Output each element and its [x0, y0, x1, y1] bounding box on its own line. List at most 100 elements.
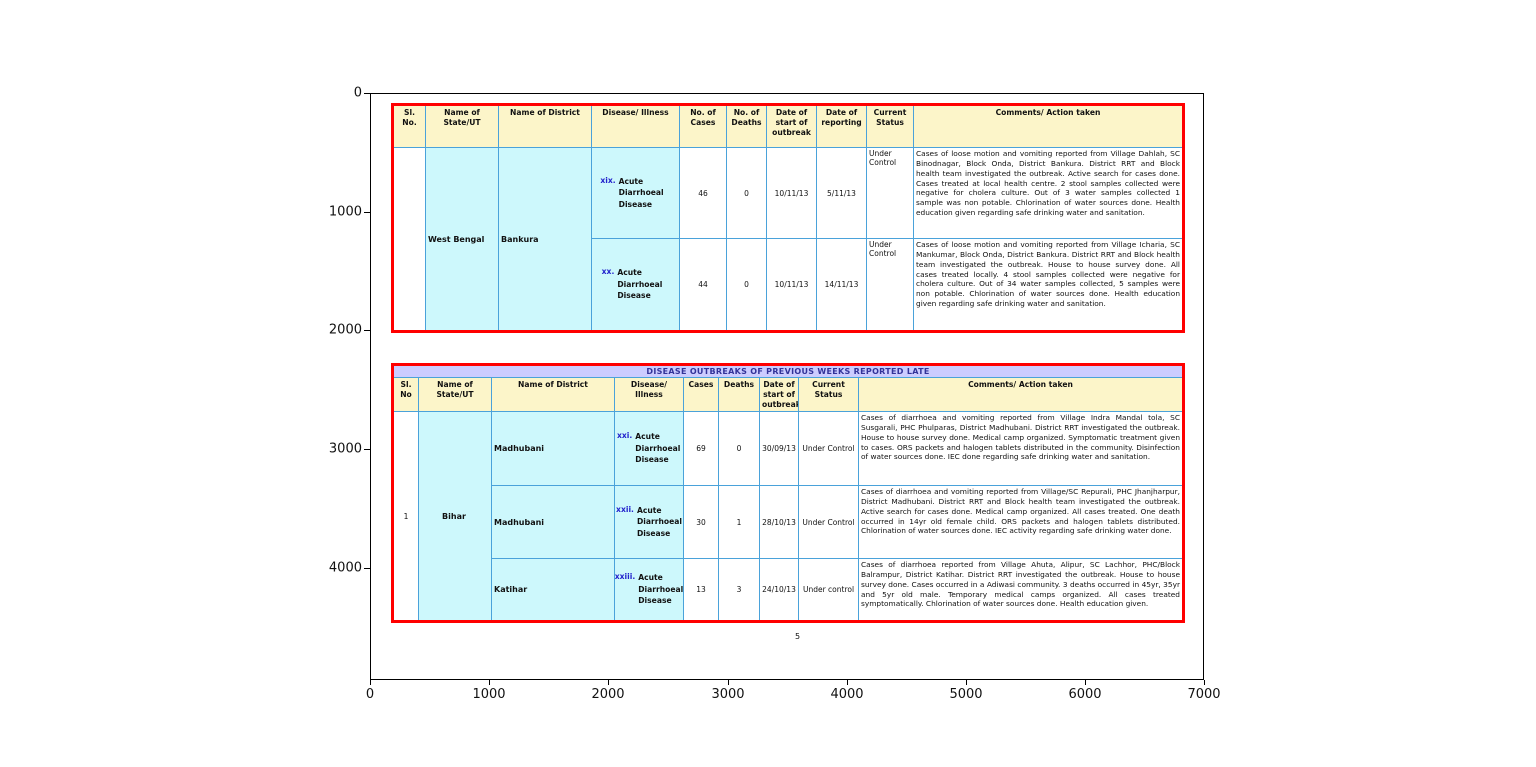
col-header-state: Name of State/UT	[425, 104, 499, 148]
col-header-district: Name of District	[491, 377, 615, 412]
outbreak-table-previous-weeks: DISEASE OUTBREAKS OF PREVIOUS WEEKS REPO…	[391, 363, 1185, 623]
x-tick-mark	[728, 680, 729, 685]
cell-disease: xxii. Acute Diarrhoeal Disease	[614, 485, 684, 559]
cell-deaths: 0	[718, 411, 760, 486]
table-row: 1 Bihar Madhubani xxi. Acute Diarrhoeal …	[392, 411, 1184, 622]
cell-deaths: 0	[726, 147, 767, 239]
y-tick-mark	[364, 212, 370, 213]
col-header-cases: No. of Cases	[679, 104, 727, 148]
disease-name: Acute Diarrhoeal Disease	[636, 505, 682, 538]
cell-deaths: 1	[718, 485, 760, 559]
cell-comments: Cases of diarrhoea and vomiting reported…	[858, 411, 1184, 486]
col-header-date-reporting: Date of reporting	[816, 104, 867, 148]
cell-date-start: 28/10/13	[759, 485, 799, 559]
table-row: Katihar xxiii. Acute Diarrhoeal Disease …	[393, 558, 1184, 622]
x-tick-label: 6000	[1068, 687, 1102, 702]
y-tick-label: 3000	[328, 441, 362, 457]
disease-list-numeral: xx.	[601, 267, 615, 277]
x-tick-label: 1000	[472, 687, 506, 702]
cell-disease: xxi. Acute Diarrhoeal Disease	[614, 411, 684, 486]
x-tick-mark	[1085, 680, 1086, 685]
cell-disease: xix. Acute Diarrhoeal Disease	[591, 147, 680, 239]
y-tick-label: 2000	[328, 322, 362, 338]
cell-cases: 69	[683, 411, 719, 486]
disease-list-numeral: xxii.	[616, 504, 634, 514]
cell-status: Under Control	[866, 238, 914, 332]
x-tick-mark	[966, 680, 967, 685]
cell-district: Madhubani	[491, 411, 615, 486]
col-header-disease: Disease/ Illness	[591, 104, 680, 148]
col-header-comments: Comments/ Action taken	[913, 104, 1184, 148]
table-row: West Bengal Bankura xix. Acute Diarrhoea…	[392, 147, 1184, 332]
y-tick-label: 4000	[328, 560, 362, 576]
x-tick-mark	[489, 680, 490, 685]
cell-date-start: 24/10/13	[759, 558, 799, 622]
table-row: xx. Acute Diarrhoeal Disease 44 0 10/11/…	[393, 238, 1184, 332]
cell-sl-no: 1	[392, 411, 419, 622]
y-tick-mark	[364, 330, 370, 331]
table-band-row: DISEASE OUTBREAKS OF PREVIOUS WEEKS REPO…	[392, 364, 1184, 378]
disease-name: Acute Diarrhoeal Disease	[635, 432, 681, 465]
col-header-disease: Disease/ Illness	[614, 377, 684, 412]
x-tick-label: 0	[365, 687, 375, 702]
col-header-deaths: No. of Deaths	[726, 104, 767, 148]
cell-date-start: 10/11/13	[766, 147, 817, 239]
col-header-sl-no: Sl. No.	[392, 104, 426, 148]
col-header-status: Current Status	[866, 104, 914, 148]
cell-date-start: 30/09/13	[759, 411, 799, 486]
cell-comments: Cases of loose motion and vomiting repor…	[913, 238, 1184, 332]
cell-district: Katihar	[491, 558, 615, 622]
y-tick-label: 1000	[328, 204, 362, 220]
cell-state: West Bengal	[425, 147, 499, 332]
cell-date-reporting: 14/11/13	[816, 238, 867, 332]
cell-status: Under control	[798, 558, 859, 622]
cell-date-start: 10/11/13	[766, 238, 817, 332]
x-tick-label: 3000	[711, 687, 745, 702]
x-tick-label: 5000	[949, 687, 983, 702]
x-tick-label: 4000	[830, 687, 864, 702]
table-header-row: Sl. No. Name of State/UT Name of Distric…	[392, 104, 1184, 148]
table-band-title: DISEASE OUTBREAKS OF PREVIOUS WEEKS REPO…	[392, 364, 1184, 378]
cell-status: Under Control	[798, 485, 859, 559]
cell-cases: 30	[683, 485, 719, 559]
cell-cases: 44	[679, 238, 727, 332]
y-tick-label: 0	[353, 85, 362, 101]
cell-status: Under Control	[866, 147, 914, 239]
x-tick-mark	[608, 680, 609, 685]
cell-disease: xxiii. Acute Diarrhoeal Disease	[614, 558, 684, 622]
cell-district: Madhubani	[491, 485, 615, 559]
col-header-sl-no: Sl. No	[392, 377, 419, 412]
cell-deaths: 0	[726, 238, 767, 332]
col-header-date-start: Date of start of outbreak	[766, 104, 817, 148]
col-header-state: Name of State/UT	[418, 377, 492, 412]
y-tick-mark	[364, 93, 370, 94]
x-tick-label: 2000	[591, 687, 625, 702]
x-tick-mark	[370, 680, 371, 685]
cell-cases: 13	[683, 558, 719, 622]
disease-list-numeral: xxiii.	[614, 572, 636, 582]
y-tick-mark	[364, 449, 370, 450]
disease-list-numeral: xix.	[600, 175, 616, 185]
x-tick-label: 7000	[1187, 687, 1221, 702]
cell-district: Bankura	[498, 147, 592, 332]
cell-date-reporting: 5/11/13	[816, 147, 867, 239]
col-header-deaths: Deaths	[718, 377, 760, 412]
disease-name: Acute Diarrhoeal Disease	[617, 268, 663, 301]
cell-deaths: 3	[718, 558, 760, 622]
y-tick-mark	[364, 568, 370, 569]
cell-state: Bihar	[418, 411, 492, 622]
col-header-status: Current Status	[798, 377, 859, 412]
cell-status: Under Control	[798, 411, 859, 486]
page-number: 5	[795, 632, 801, 641]
cell-cases: 46	[679, 147, 727, 239]
disease-name: Acute Diarrhoeal Disease	[618, 176, 664, 209]
cell-comments: Cases of diarrhoea reported from Village…	[858, 558, 1184, 622]
col-header-district: Name of District	[498, 104, 592, 148]
cell-comments: Cases of loose motion and vomiting repor…	[913, 147, 1184, 239]
col-header-comments: Comments/ Action taken	[858, 377, 1184, 412]
table-header-row: Sl. No Name of State/UT Name of District…	[392, 377, 1184, 412]
cell-comments: Cases of diarrhoea and vomiting reported…	[858, 485, 1184, 559]
col-header-cases: Cases	[683, 377, 719, 412]
x-tick-mark	[847, 680, 848, 685]
